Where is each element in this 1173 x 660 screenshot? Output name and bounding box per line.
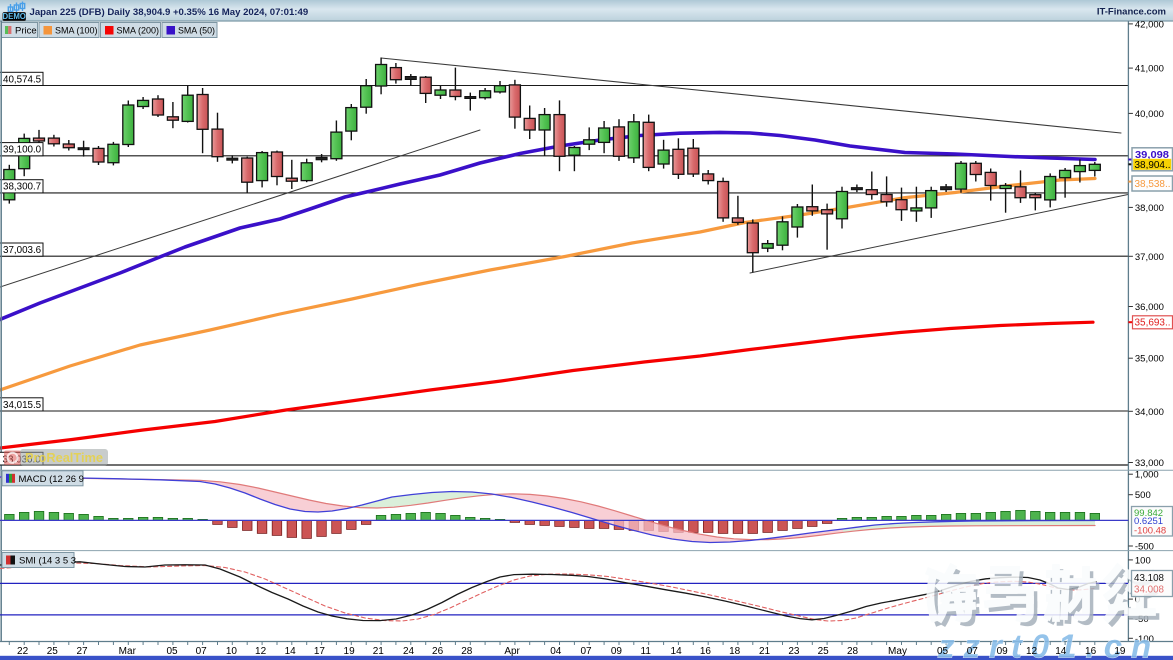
svg-text:36,000: 36,000 xyxy=(1135,302,1164,313)
svg-text:SMA (200): SMA (200) xyxy=(117,25,160,36)
svg-text:99.842: 99.842 xyxy=(1134,508,1163,519)
svg-text:09: 09 xyxy=(997,646,1009,657)
svg-text:SMI (14 3 5 3: SMI (14 3 5 3 xyxy=(19,556,76,567)
svg-text:22: 22 xyxy=(17,646,29,657)
svg-text:07: 07 xyxy=(196,646,208,657)
svg-text:19: 19 xyxy=(1114,646,1126,657)
svg-text:27: 27 xyxy=(76,646,88,657)
svg-text:16: 16 xyxy=(1085,646,1097,657)
svg-text:11: 11 xyxy=(641,646,652,657)
svg-text:18: 18 xyxy=(729,646,741,657)
svg-text:21: 21 xyxy=(759,646,771,657)
svg-text:10: 10 xyxy=(226,646,238,657)
svg-text:41,000: 41,000 xyxy=(1135,64,1164,75)
svg-text:34.008: 34.008 xyxy=(1134,585,1165,596)
svg-text:-500: -500 xyxy=(1135,542,1154,553)
svg-text:14: 14 xyxy=(1055,646,1067,657)
svg-text:38,538..: 38,538.. xyxy=(1135,179,1171,190)
svg-text:Price: Price xyxy=(15,25,37,36)
svg-text:38,300.7: 38,300.7 xyxy=(3,182,41,193)
svg-text:39,100.0: 39,100.0 xyxy=(3,145,42,156)
svg-text:IT-Finance.com: IT-Finance.com xyxy=(1097,7,1166,18)
svg-text:0.6251: 0.6251 xyxy=(1134,516,1163,527)
svg-text:40,000: 40,000 xyxy=(1135,109,1164,120)
svg-text:100: 100 xyxy=(1135,555,1151,566)
svg-text:-100.48: -100.48 xyxy=(1134,525,1166,536)
svg-text:35,000: 35,000 xyxy=(1135,354,1164,365)
svg-text:35,693..: 35,693.. xyxy=(1135,318,1171,329)
svg-text:Mar: Mar xyxy=(119,646,137,657)
svg-text:ProRealTime: ProRealTime xyxy=(25,450,103,465)
svg-text:12: 12 xyxy=(1026,646,1038,657)
svg-text:38,000: 38,000 xyxy=(1135,203,1164,214)
svg-text:19: 19 xyxy=(344,646,356,657)
svg-text:SMA (100): SMA (100) xyxy=(55,25,98,36)
svg-text:SMA (50): SMA (50) xyxy=(178,25,215,36)
svg-text:Japan 225 (DFB) Daily 38,904.9: Japan 225 (DFB) Daily 38,904.9 +0.35% 16… xyxy=(30,7,309,18)
svg-text:42,000: 42,000 xyxy=(1135,19,1164,30)
svg-text:23: 23 xyxy=(788,646,800,657)
svg-text:MACD (12 26 9: MACD (12 26 9 xyxy=(19,474,84,485)
svg-text:33,000: 33,000 xyxy=(1135,458,1164,469)
svg-text:14: 14 xyxy=(285,646,297,657)
svg-text:16: 16 xyxy=(700,646,712,657)
svg-text:39,098: 39,098 xyxy=(1135,150,1169,161)
svg-text:17: 17 xyxy=(314,646,326,657)
svg-text:-100: -100 xyxy=(1135,634,1154,645)
svg-text:34,015.5: 34,015.5 xyxy=(3,400,42,411)
svg-text:14: 14 xyxy=(671,646,683,657)
svg-text:21: 21 xyxy=(373,646,385,657)
svg-text:37,003.6: 37,003.6 xyxy=(3,245,42,256)
svg-text:May: May xyxy=(888,646,907,657)
svg-text:38,904..: 38,904.. xyxy=(1135,160,1171,171)
svg-text:28: 28 xyxy=(461,646,473,657)
svg-text:09: 09 xyxy=(611,646,623,657)
svg-text:40,574.5: 40,574.5 xyxy=(3,74,42,85)
svg-text:500: 500 xyxy=(1135,490,1151,501)
svg-text:37,000: 37,000 xyxy=(1135,252,1164,263)
svg-text:34,000: 34,000 xyxy=(1135,407,1164,418)
svg-text:43.108: 43.108 xyxy=(1134,573,1165,584)
svg-text:25: 25 xyxy=(47,646,59,657)
svg-text:zzrt01.cn: zzrt01.cn xyxy=(937,628,1160,660)
svg-text:04: 04 xyxy=(550,646,562,657)
svg-text:12: 12 xyxy=(255,646,267,657)
svg-text:Apr: Apr xyxy=(504,646,520,657)
svg-text:05: 05 xyxy=(166,646,178,657)
svg-text:28: 28 xyxy=(847,646,859,657)
svg-text:07: 07 xyxy=(967,646,979,657)
svg-text:1,000: 1,000 xyxy=(1135,470,1159,481)
svg-text:25: 25 xyxy=(818,646,830,657)
svg-text:DEMO: DEMO xyxy=(2,12,25,21)
svg-text:26: 26 xyxy=(432,646,444,657)
svg-text:24: 24 xyxy=(403,646,415,657)
svg-text:07: 07 xyxy=(580,646,592,657)
svg-text:05: 05 xyxy=(937,646,949,657)
